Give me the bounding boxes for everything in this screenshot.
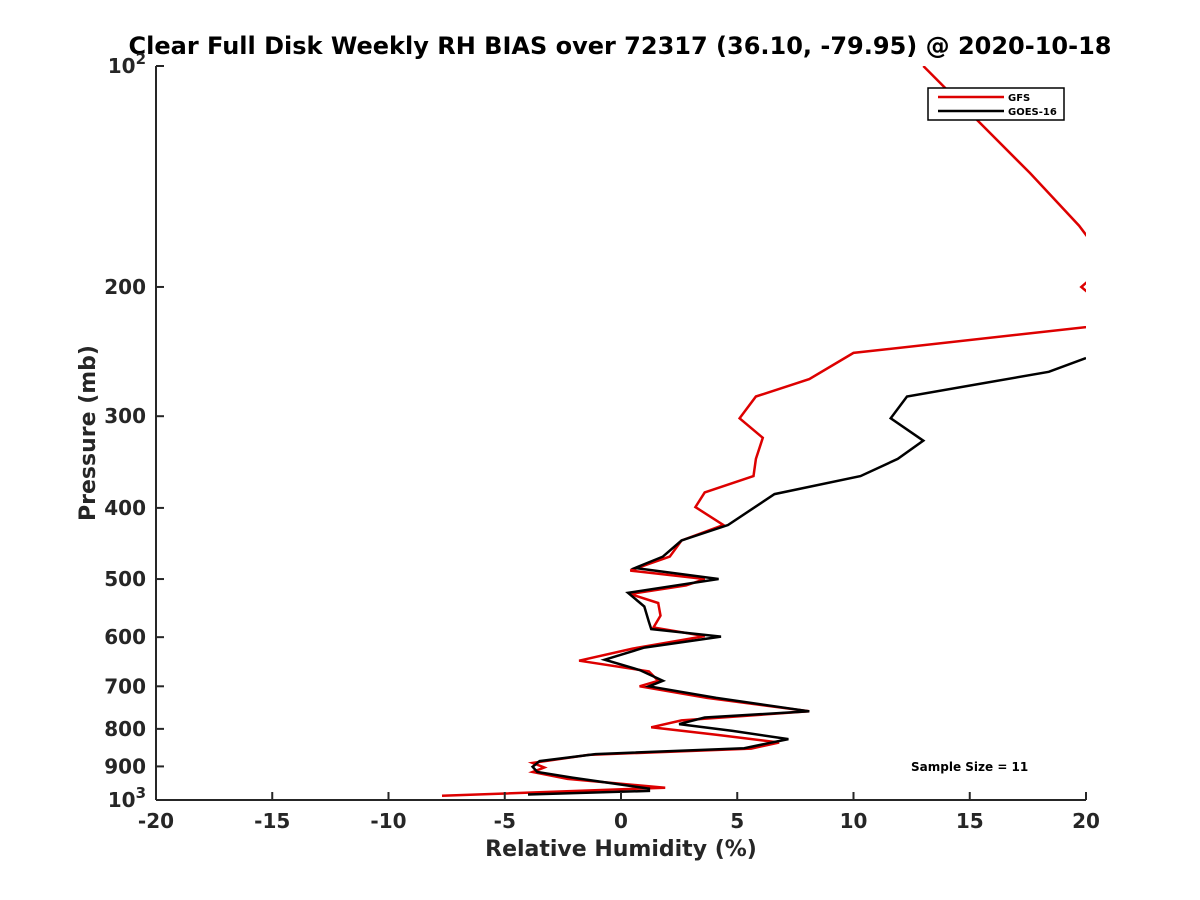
y-tick-label: 103 [108,784,146,812]
x-tick-label: 10 [840,809,868,833]
y-tick-label: 102 [108,50,146,78]
chart-title: Clear Full Disk Weekly RH BIAS over 7231… [129,32,1112,60]
sample-size-annotation: Sample Size = 11 [911,760,1028,774]
x-tick-label: -15 [254,809,290,833]
x-tick-label: 15 [956,809,984,833]
x-tick-label: -10 [370,809,406,833]
y-tick-label: 200 [104,275,146,299]
y-tick-label: 600 [104,625,146,649]
y-tick-label: 300 [104,404,146,428]
series-line-gfs [441,66,1086,798]
legend: GFS GOES-16 [927,87,1065,121]
x-tick-label: -20 [138,809,174,833]
y-tick-label: 800 [104,717,146,741]
x-axis-ticks: -20 -15 -10 -5 0 5 10 15 20 [138,792,1100,833]
x-tick-label: 5 [730,809,744,833]
y-tick-label: 500 [104,567,146,591]
y-axis-ticks: 102 200 300 400 500 600 700 800 900 103 [104,50,164,812]
x-tick-label: 0 [614,809,628,833]
y-tick-label: 700 [104,674,146,698]
x-axis-label: Relative Humidity (%) [485,837,757,862]
legend-box [927,87,1065,121]
x-tick-label: 20 [1072,809,1100,833]
legend-label-goes16: GOES-16 [1008,107,1057,118]
y-axis-label: Pressure (mb) [76,345,101,521]
series-line-goes16 [527,356,1086,796]
x-tick-label: -5 [494,809,516,833]
y-tick-label: 900 [104,754,146,778]
y-tick-label: 400 [104,496,146,520]
plot-area [441,66,1086,798]
legend-label-gfs: GFS [1008,93,1030,104]
